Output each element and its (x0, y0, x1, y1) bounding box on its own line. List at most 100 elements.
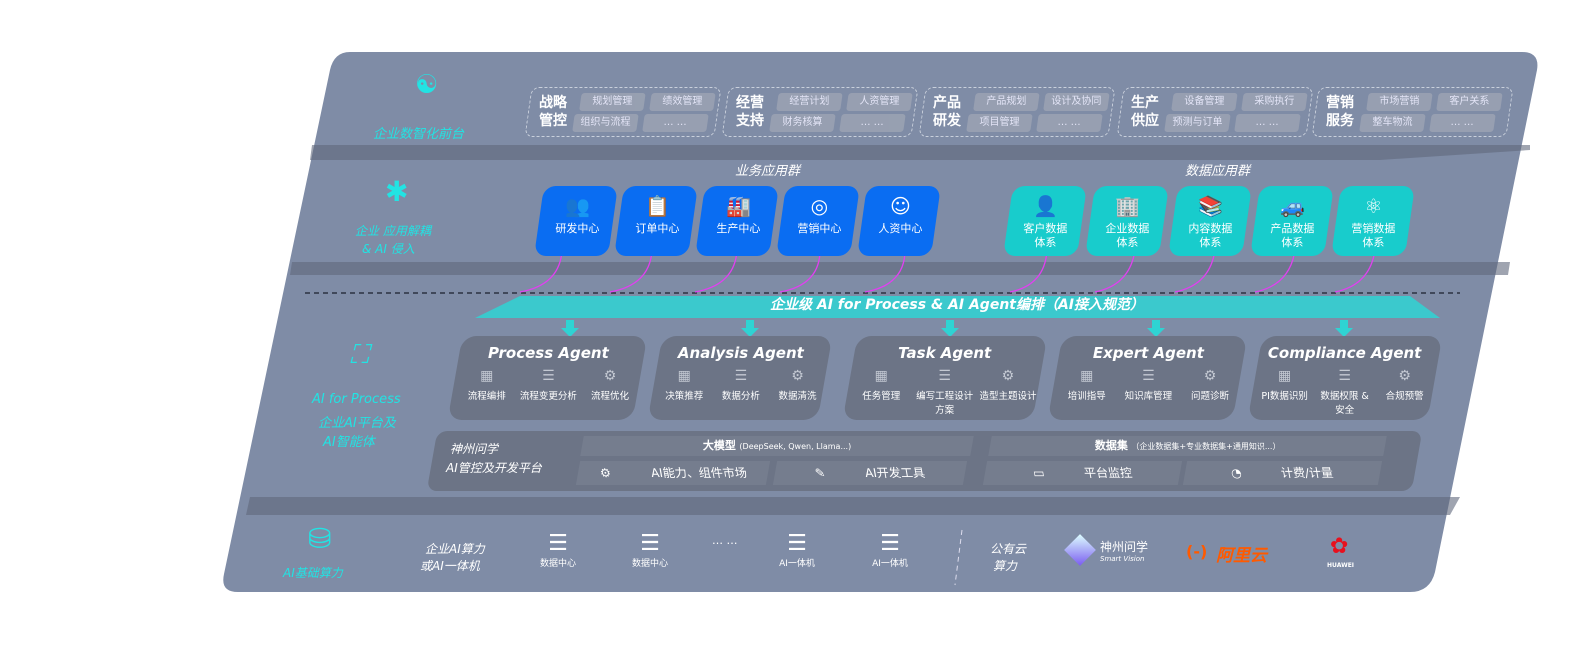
front-tag[interactable]: 规划管理 (579, 93, 646, 111)
aliyun-logo-icon: (-) (1186, 542, 1208, 561)
front-tag[interactable]: 人资管理 (846, 93, 913, 111)
car-icon: 🚙 (1279, 194, 1305, 218)
agent-name: Analysis Agent (677, 344, 804, 362)
agent-card[interactable]: Compliance Agent ▦ PI数据识别 ☰ 数据权限 & 安全 ⚙ 合规预警 (1247, 336, 1443, 420)
database-icon: ⛁ (308, 522, 332, 555)
agent-capability: ⚙ 造型主题设计 (977, 368, 1040, 416)
apps-layer-label-2: & AI 侵入 (362, 242, 415, 256)
apps-layer-label-1: 企业 应用解耦 (355, 224, 431, 238)
front-tag[interactable]: 整车物流 (1359, 114, 1426, 132)
platform-title-2: AI管控及开发平台 (446, 461, 542, 475)
capability-icon: ⚙ (1398, 368, 1411, 384)
agent-capability: ▦ 决策推荐 (656, 368, 712, 402)
dataset-box[interactable]: 数据集 （企业数据集+专业数据集+通用知识...） (988, 436, 1387, 456)
front-tag[interactable]: 经营计划 (776, 93, 843, 111)
front-group-title: 营销服务 (1326, 95, 1354, 129)
front-tag[interactable]: 采购执行 (1241, 93, 1308, 111)
data-app-card[interactable]: 🚙 产品数据体系 (1250, 186, 1334, 256)
platform-tool[interactable]: ⚙ AI能力、组件市场 (575, 461, 771, 485)
provider-smart-vision-sub: Smart Vision (1100, 555, 1145, 563)
capability-icon: ☰ (938, 368, 951, 384)
agent-card[interactable]: Analysis Agent ▦ 决策推荐 ☰ 数据分析 ⚙ 数据清洗 (647, 336, 833, 420)
platform-tool[interactable]: ✎ AI开发工具 (772, 461, 968, 485)
front-group: 生产供应 设备管理 采购执行 预测与订单… … (1116, 87, 1314, 137)
dev-tool-icon: ✎ (813, 466, 827, 480)
capability-icon: ▦ (1080, 368, 1094, 384)
person-icon: ☺ (889, 194, 911, 218)
front-tag[interactable]: 财务核算 (769, 114, 836, 132)
front-tag[interactable]: … … (839, 114, 906, 132)
infra-layer-label: AI基础算力 (283, 566, 343, 580)
business-app-card[interactable]: ☺ 人资中心 (857, 186, 941, 256)
front-tag[interactable]: … … (1234, 114, 1301, 132)
front-tag[interactable]: 市场营销 (1366, 93, 1433, 111)
factory-icon: 🏭 (725, 194, 751, 218)
gauge-icon: ◔ (1230, 466, 1243, 480)
agent-card[interactable]: Task Agent ▦ 任务管理 ☰ 编写工程设计方案 ⚙ 造型主题设计 (842, 336, 1048, 420)
server-item: ☰ AI一体机 (860, 531, 920, 570)
agent-card[interactable]: Expert Agent ▦ 培训指导 ☰ 知识库管理 ⚙ 问题诊断 (1047, 336, 1248, 420)
building-icon: 🏢 (1114, 194, 1140, 218)
server-item: ☰ 数据中心 (620, 532, 680, 570)
capability-icon: ⚙ (603, 368, 617, 384)
front-tag[interactable]: … … (642, 114, 709, 132)
front-tag[interactable]: 产品规划 (973, 93, 1040, 111)
public-cloud-label-2: 算力 (993, 559, 1018, 573)
agent-capability: ☰ 数据分析 (713, 368, 769, 402)
atom-icon: ⚛ (1364, 194, 1383, 218)
agent-capability: ▦ 流程编排 (456, 368, 517, 402)
front-tag[interactable]: 绩效管理 (649, 93, 716, 111)
data-app-card[interactable]: 🏢 企业数据体系 (1085, 186, 1169, 256)
platform-tool[interactable]: ◔ 计费/计量 (1182, 461, 1383, 485)
agent-capability: ☰ 流程变更分析 (518, 368, 579, 402)
business-app-card[interactable]: ◎ 营销中心 (776, 186, 860, 256)
business-app-card[interactable]: 📋 订单中心 (614, 186, 698, 256)
front-tag[interactable]: 设备管理 (1171, 93, 1238, 111)
front-tag[interactable]: 项目管理 (966, 114, 1033, 132)
capability-icon: ☰ (734, 368, 748, 384)
enterprise-compute-label-1: 企业AI算力 (425, 542, 485, 556)
component-market-icon: ⚙ (598, 466, 612, 480)
provider-huawei-name: HUAWEI (1327, 562, 1355, 569)
brain-icon: ☯ (415, 70, 439, 100)
dataset-note: （企业数据集+专业数据集+通用知识...） (1131, 442, 1281, 451)
platform-tool[interactable]: ▭ 平台监控 (982, 461, 1183, 485)
ai-layer-label-2: 企业AI平台及 (318, 416, 396, 431)
llm-note: (DeepSeek, Qwen, Llama...) (739, 442, 852, 451)
agent-capability: ▦ 培训指导 (1056, 368, 1117, 402)
capability-icon: ▦ (677, 368, 691, 384)
server-rack-icon: ☰ (880, 531, 900, 556)
data-app-card[interactable]: ⚛ 营销数据体系 (1331, 186, 1415, 256)
front-tag[interactable]: 设计及协同 (1043, 93, 1110, 111)
molecule-node-icon: ✱ (385, 175, 409, 208)
public-cloud-label-1: 公有云 (990, 542, 1027, 556)
data-app-card[interactable]: 👤 客户数据体系 (1003, 186, 1087, 256)
platform-title-1: 神州问学 (450, 442, 499, 456)
llm-box[interactable]: 大模型 (DeepSeek, Qwen, Llama...) (580, 436, 974, 456)
provider-smart-vision-name: 神州问学 (1100, 540, 1149, 554)
front-group: 产品研发 产品规划 设计及协同 项目管理… … (918, 87, 1116, 137)
front-tag[interactable]: 预测与订单 (1164, 114, 1231, 132)
clipboard-icon: 📋 (644, 194, 670, 218)
front-layer-label: 企业数智化前台 (373, 127, 465, 142)
ai-layer-label-1: AI for Process (312, 392, 401, 407)
agent-capability: ⚙ 问题诊断 (1179, 368, 1240, 402)
target-icon: ◎ (810, 194, 829, 218)
servers-ellipsis: … … (712, 534, 738, 547)
capability-icon: ☰ (542, 368, 555, 384)
front-tag[interactable]: … … (1429, 114, 1496, 132)
agent-card[interactable]: Process Agent ▦ 流程编排 ☰ 流程变更分析 ⚙ 流程优化 (447, 336, 648, 420)
front-group: 战略管控 规划管理 绩效管理 组织与流程… … (524, 87, 722, 137)
front-tag[interactable]: 客户关系 (1436, 93, 1503, 111)
data-app-card[interactable]: 📚 内容数据体系 (1168, 186, 1252, 256)
business-app-card[interactable]: 🏭 生产中心 (695, 186, 779, 256)
capability-icon: ▦ (1278, 368, 1292, 384)
face-scan-icon: ⛶ (350, 340, 369, 370)
front-tag[interactable]: … … (1036, 114, 1103, 132)
front-group-title: 战略管控 (539, 95, 567, 129)
front-tag[interactable]: 组织与流程 (572, 114, 639, 132)
agent-capability: ⚙ 合规预警 (1375, 368, 1434, 416)
agent-capability: ☰ 知识库管理 (1118, 368, 1179, 402)
data-apps-title: 数据应用群 (1185, 164, 1251, 179)
business-app-card[interactable]: 👥 研发中心 (534, 186, 618, 256)
